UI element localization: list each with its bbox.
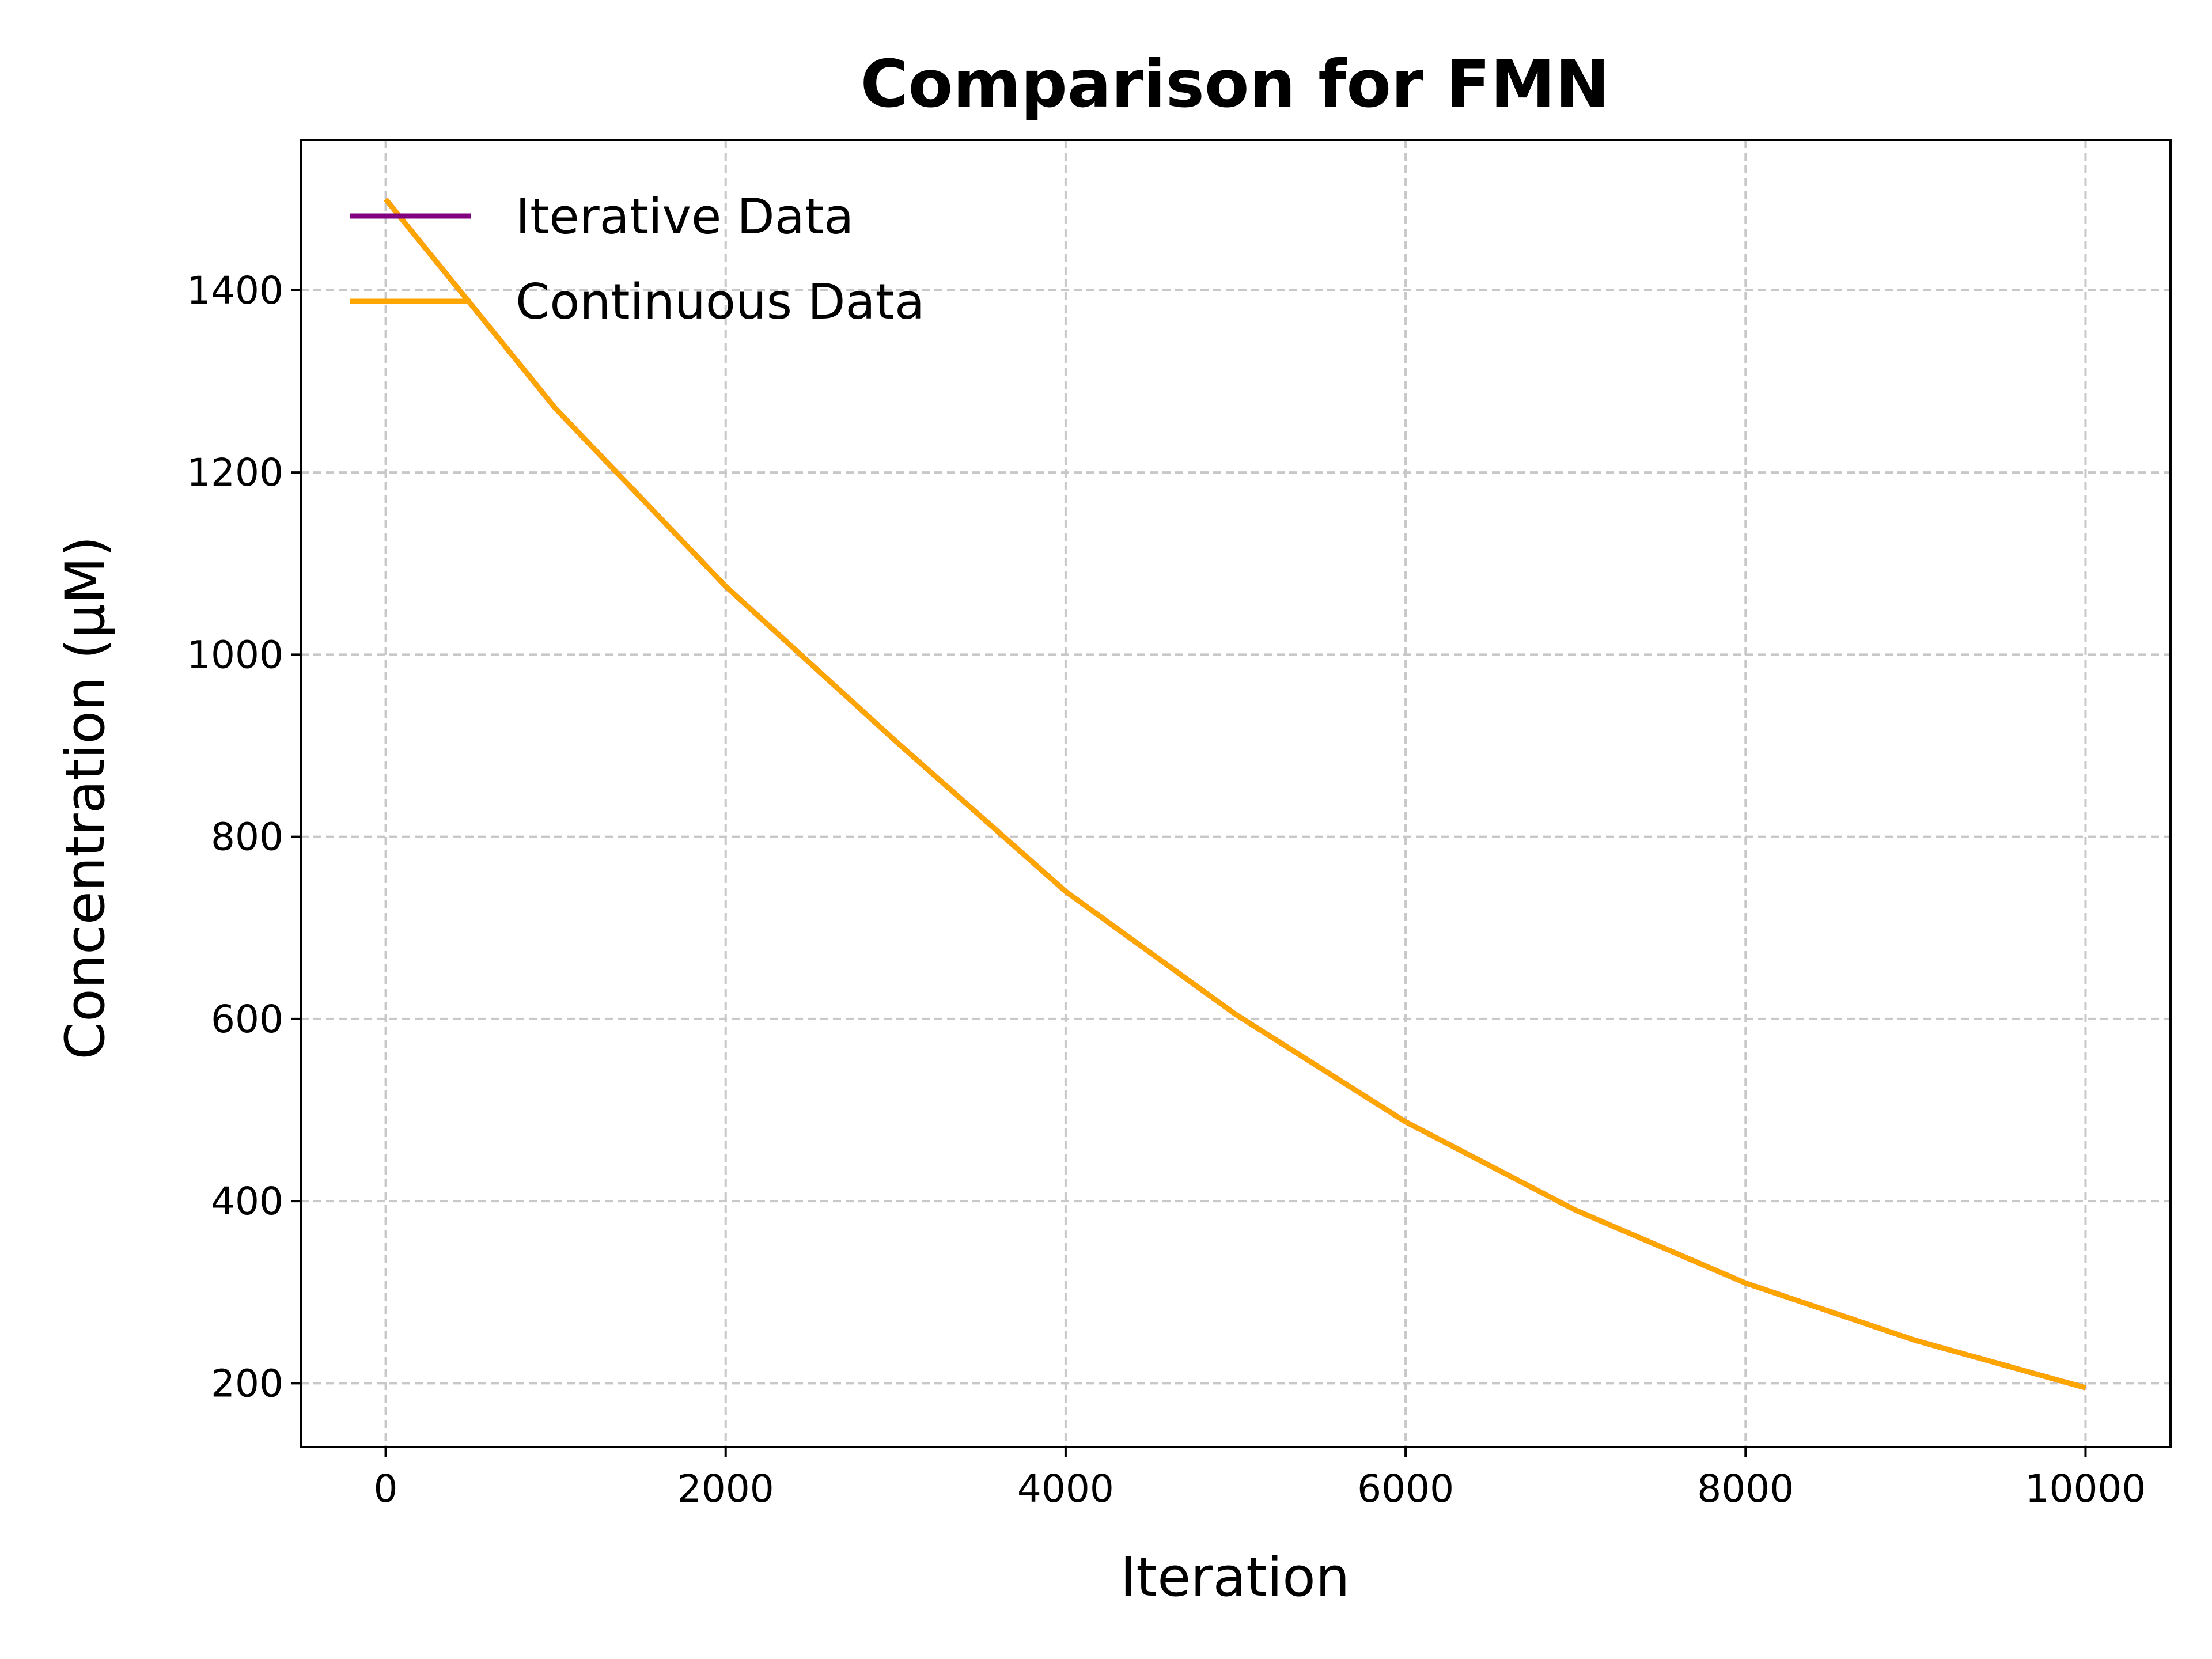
plot-frame [300, 139, 2172, 1448]
axis-ticks: 0 2000 4000 6000 8000 10000 200 400 600 800 1000 12… [187, 268, 2146, 1511]
y-tick-label: 800 [211, 815, 283, 859]
y-tick-label: 600 [211, 997, 283, 1041]
legend-label-iterative: Iterative Data [516, 188, 854, 245]
x-tick-label: 6000 [1357, 1467, 1454, 1511]
y-tick-label: 1200 [187, 450, 283, 495]
x-axis-label: Iteration [1120, 1546, 1350, 1609]
x-tick-label: 0 [374, 1467, 398, 1511]
legend-label-continuous: Continuous Data [516, 274, 925, 331]
chart-title: Comparison for FMN [861, 46, 1610, 122]
y-tick-label: 400 [211, 1179, 283, 1224]
y-tick-label: 1000 [187, 632, 283, 677]
y-tick-label: 1400 [187, 268, 283, 313]
grid-lines [301, 140, 2171, 1447]
legend: Iterative Data Continuous Data [350, 188, 925, 331]
x-tick-label: 4000 [1017, 1467, 1114, 1511]
x-tick-label: 8000 [1697, 1467, 1794, 1511]
series-line-continuous [384, 197, 2086, 1391]
series-lines [384, 197, 2086, 1391]
y-tick-label: 200 [211, 1361, 283, 1406]
y-axis-label: Concentration (μM) [54, 536, 117, 1059]
x-tick-label: 10000 [2025, 1467, 2146, 1511]
x-tick-label: 2000 [677, 1467, 774, 1511]
